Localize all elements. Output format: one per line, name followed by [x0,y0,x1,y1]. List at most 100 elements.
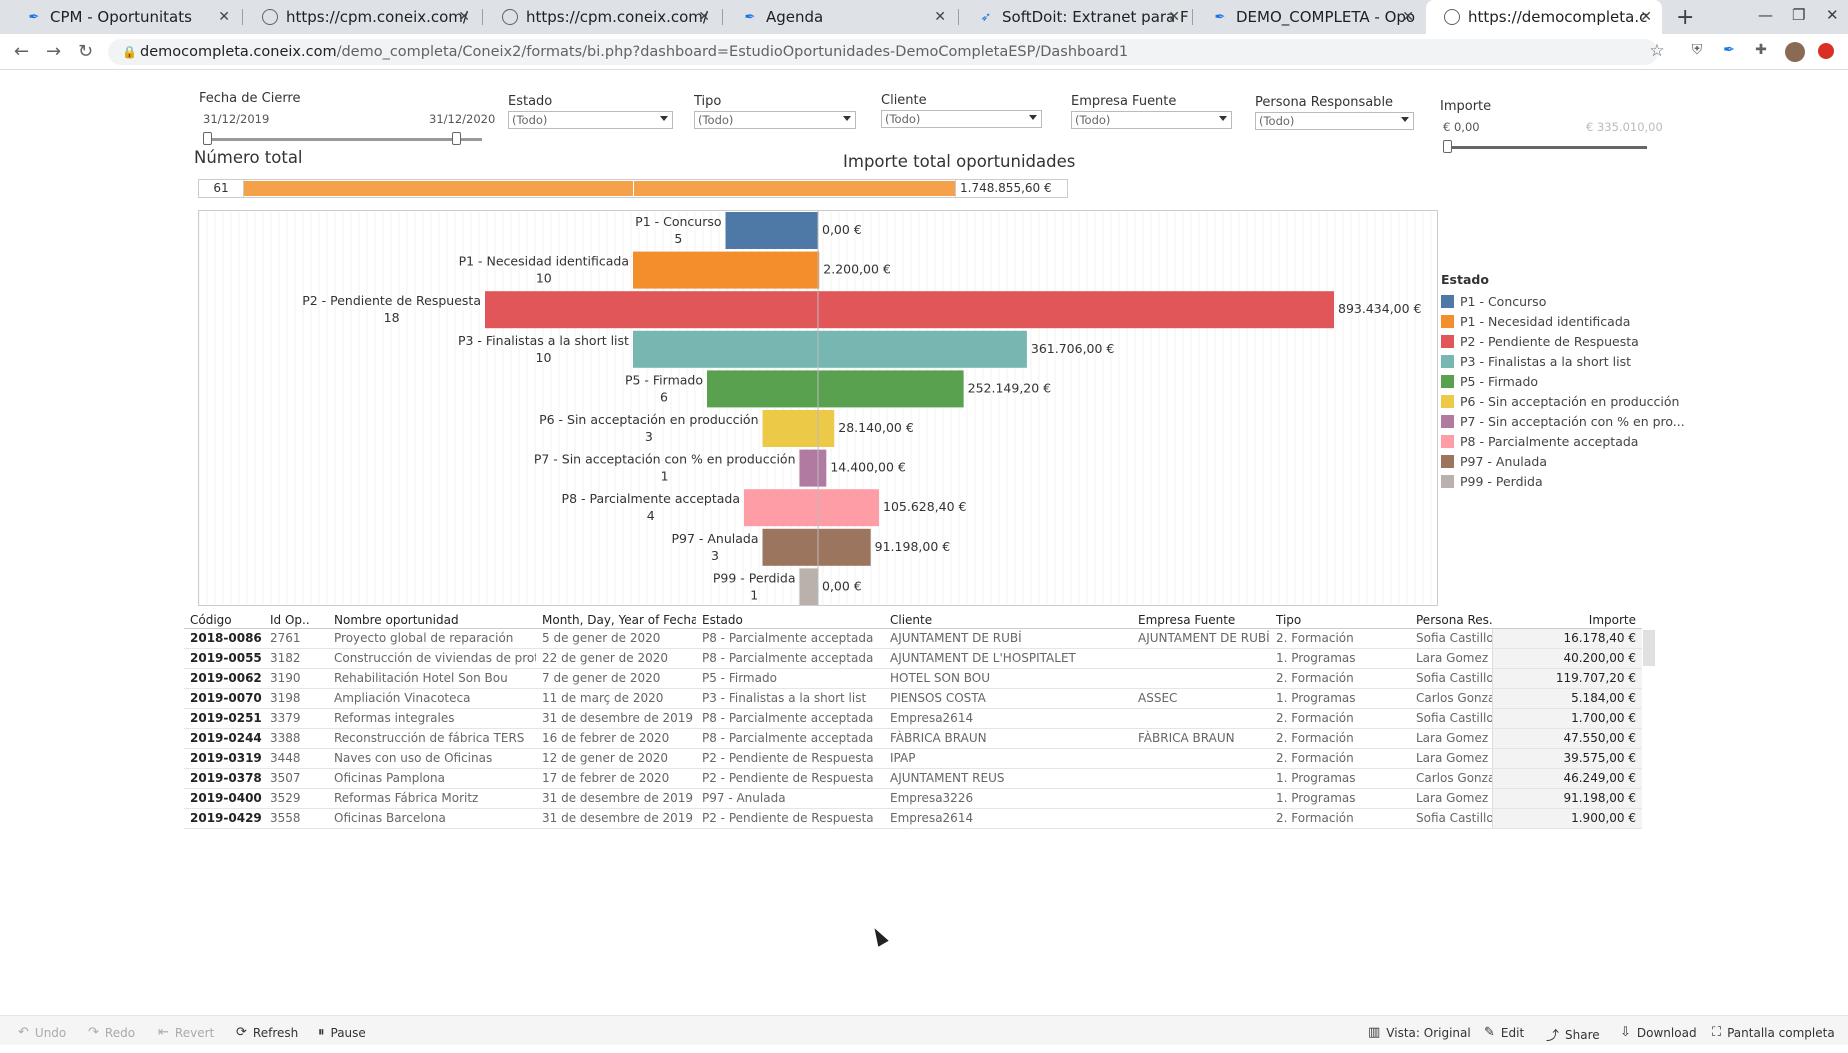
revert-button[interactable]: ⇤ Revert [158,1025,214,1040]
close-icon[interactable]: ✕ [1168,9,1180,25]
persona-responsable-dropdown[interactable]: (Todo) [1255,112,1414,130]
url-path: /demo_completa/Coneix2/formats/bi.php?da… [336,44,1129,60]
browser-tab-4[interactable]: ✒ Agenda ✕ [724,0,956,34]
tipo-dropdown[interactable]: (Todo) [694,111,856,129]
browser-tab-2[interactable]: https://cpm.coneix.com/ ✕ [244,0,480,34]
funnel-bar[interactable] [799,568,819,606]
browser-tab-1[interactable]: ✒ CPM - Oportunitats ✕ [8,0,240,34]
reload-icon[interactable]: ↻ [78,41,94,62]
back-icon[interactable]: ← [14,41,30,62]
legend-item[interactable]: P99 - Perdida [1441,471,1685,491]
importe-slider-track[interactable] [1449,146,1647,149]
fecha-slider-start-handle[interactable] [203,132,212,145]
table-row[interactable]: 2019-0319 3448 Naves con uso de Oficinas 12… [184,748,1642,769]
funnel-bar[interactable] [485,291,1334,329]
close-icon[interactable]: ✕ [698,9,710,25]
column-header[interactable]: Nombre oportunidad [328,612,536,629]
column-header[interactable]: Id Op.. [264,612,328,629]
puzzle-icon[interactable]: ✚ [1755,42,1767,58]
estado-dropdown[interactable]: (Todo) [508,111,673,129]
legend-item[interactable]: P1 - Concurso [1441,291,1685,311]
legend-item[interactable]: P6 - Sin acceptación en producción [1441,391,1685,411]
funnel-bar[interactable] [799,449,827,487]
close-icon[interactable]: ✕ [1640,9,1652,25]
url-field[interactable]: democompleta.coneix.com/demo_completa/Co… [108,39,1658,65]
undo-button[interactable]: ↶ Undo [18,1025,66,1040]
empresa-fuente-dropdown[interactable]: (Todo) [1071,111,1232,129]
browser-tab-6[interactable]: ✒ DEMO_COMPLETA - Opo ✕ [1194,0,1424,34]
column-header[interactable]: Month, Day, Year of Fecha.. [536,612,696,629]
bookmark-star-icon[interactable]: ☆ [1649,41,1665,61]
fecha-slider-end-handle[interactable] [452,132,461,145]
importe-slider-handle[interactable] [1443,140,1452,153]
browser-tab-5[interactable]: ➶ SoftDoit: Extranet para F ✕ [960,0,1190,34]
table-row[interactable]: 2019-0378 3507 Oficinas Pamplona 17 de febr… [184,768,1642,789]
column-header[interactable]: Cliente [884,612,1132,629]
legend-item[interactable]: P5 - Firmado [1441,371,1685,391]
table-scrollbar[interactable] [1643,630,1655,666]
funnel-bar[interactable] [633,330,1027,368]
legend-item[interactable]: P8 - Parcialmente acceptada [1441,431,1685,451]
legend-swatch [1441,374,1454,388]
redo-button[interactable]: ↷ Redo [88,1025,135,1040]
refresh-button[interactable]: ⟳ Refresh [236,1025,298,1040]
table-row[interactable]: 2018-0086 2761 Proyecto global de reparaci… [184,628,1642,649]
column-header[interactable]: Estado [696,612,884,629]
funnel-bar[interactable] [762,528,871,566]
share-button[interactable]: ⤴ Share [1546,1025,1600,1045]
close-window-icon[interactable]: ✕ [1826,6,1839,24]
browser-tab-3[interactable]: https://cpm.coneix.com/ ✕ [484,0,720,34]
funnel-bar[interactable] [707,370,964,408]
legend-item[interactable]: P2 - Pendiente de Respuesta [1441,331,1685,351]
legend-item[interactable]: P97 - Anulada [1441,451,1685,471]
new-tab-button[interactable]: + [1676,5,1695,30]
funnel-bar[interactable] [633,251,820,289]
table-row[interactable]: 2019-0055 3182 Construcción de viviendas d… [184,648,1642,669]
funnel-bar[interactable] [725,212,819,249]
table-row[interactable]: 2019-0251 3379 Reformas integrales 31 de de… [184,708,1642,729]
legend-item[interactable]: P7 - Sin acceptación con % en pro... [1441,411,1685,431]
shield-extension-icon[interactable]: ⛨ [1691,42,1703,58]
table-row[interactable]: 2019-0429 3558 Oficinas Barcelona 31 de des… [184,808,1642,829]
column-header[interactable]: Tipo [1270,612,1410,629]
empresa-fuente-label: Empresa Fuente [1071,94,1177,109]
column-header[interactable]: Código [184,612,264,629]
close-icon[interactable]: ✕ [1402,9,1414,25]
kpi-count: 61 [199,180,244,197]
feather-extension-icon[interactable]: ✒ [1723,42,1735,58]
edit-button[interactable]: ✎ Edit [1484,1025,1524,1040]
forward-icon[interactable]: → [46,41,62,62]
value-label: 0,00 € [822,578,862,593]
pause-button[interactable]: ⏸ Pause [318,1025,366,1040]
column-header[interactable]: Empresa Fuente [1132,612,1270,629]
close-icon[interactable]: ✕ [458,9,470,25]
column-header[interactable]: Persona Res.. [1410,612,1492,629]
column-header[interactable]: Importe [1492,612,1642,629]
refresh-label: Refresh [252,1025,299,1040]
table-row[interactable]: 2019-0062 3190 Rehabilitación Hotel Son Bo… [184,668,1642,689]
red-extension-icon[interactable] [1818,43,1834,59]
table-row[interactable]: 2019-0400 3529 Reformas Fábrica Moritz 31 d… [184,788,1642,809]
close-icon[interactable]: ✕ [934,9,946,25]
minimize-icon[interactable]: — [1758,6,1773,24]
close-icon[interactable]: ✕ [218,9,230,25]
funnel-bar[interactable] [744,489,880,527]
lock-icon[interactable]: 🔒 [122,45,137,59]
category-label: P1 - Concurso [635,214,721,229]
restore-icon[interactable]: ❐ [1792,6,1806,24]
fecha-slider-track[interactable] [207,138,482,141]
legend-item[interactable]: P3 - Finalistas a la short list [1441,351,1685,371]
table-row[interactable]: 2019-0070 3198 Ampliación Vinacoteca 11 de … [184,688,1642,709]
legend-item[interactable]: P1 - Necesidad identificada [1441,311,1685,331]
table-row[interactable]: 2019-0244 3388 Reconstrucción de fábrica T… [184,728,1642,749]
kpi-total-bar[interactable] [244,181,955,196]
fullscreen-button[interactable]: ⛶ Pantalla completa [1712,1025,1835,1040]
download-button[interactable]: ⇩ Download [1620,1025,1697,1040]
browser-tab-7-active[interactable]: https://democompleta.c ✕ [1426,0,1662,34]
funnel-bar[interactable] [762,410,835,447]
vista-button[interactable]: ▥ Vista: Original [1368,1025,1471,1040]
table-cell: HOTEL SON BOU [884,668,1132,689]
table-cell: Sofia Castillo [1410,708,1492,729]
cliente-dropdown[interactable]: (Todo) [881,110,1042,128]
profile-avatar[interactable] [1785,42,1805,62]
